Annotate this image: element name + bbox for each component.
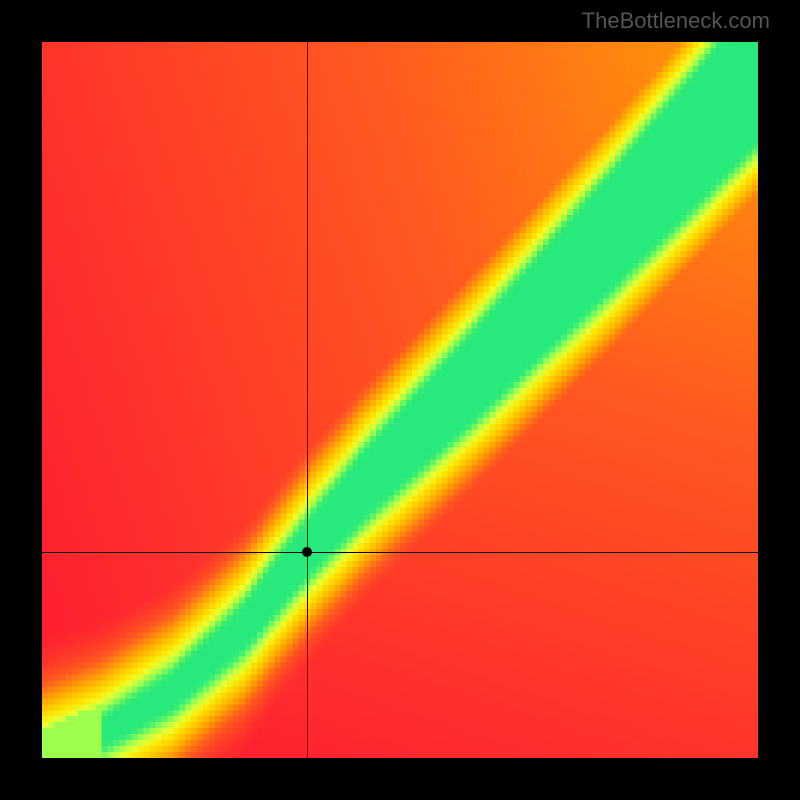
crosshair-horizontal	[42, 552, 758, 553]
crosshair-vertical	[307, 42, 308, 758]
heatmap-plot	[42, 42, 758, 758]
heatmap-canvas	[42, 42, 758, 758]
watermark-text: TheBottleneck.com	[582, 8, 770, 34]
crosshair-dot	[302, 547, 312, 557]
